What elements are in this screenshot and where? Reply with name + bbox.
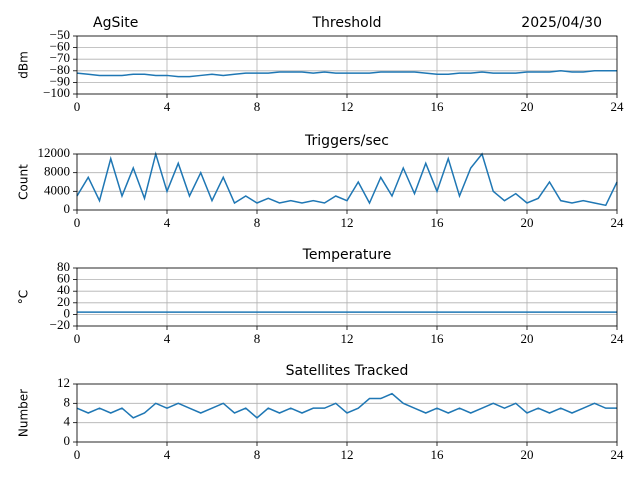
y-tick-label: 0 xyxy=(64,201,71,216)
y-tick-label: 8000 xyxy=(44,164,70,179)
y-tick-label: 0 xyxy=(64,433,71,448)
x-tick-label: 8 xyxy=(254,215,261,230)
y-axis-label: Number xyxy=(17,389,31,437)
y-tick-label: 12000 xyxy=(38,145,71,160)
x-tick-label: 20 xyxy=(521,447,534,462)
chart-title: Triggers/sec xyxy=(304,133,389,149)
y-tick-label: −20 xyxy=(50,317,70,332)
axes-frame xyxy=(76,267,618,327)
y-tick-label: 8 xyxy=(64,394,71,409)
y-tick-label: 40 xyxy=(57,282,70,297)
x-tick-label: 8 xyxy=(254,447,261,462)
y-tick-label: −50 xyxy=(50,27,70,42)
x-tick-label: 20 xyxy=(521,99,534,114)
x-tick-label: 16 xyxy=(431,215,445,230)
axes-frame xyxy=(76,35,618,95)
x-tick-label: 24 xyxy=(611,99,625,114)
data-line xyxy=(76,392,617,419)
y-tick-label: 0 xyxy=(64,305,71,320)
y-tick-label: −80 xyxy=(50,62,70,77)
y-tick-label: −70 xyxy=(50,50,70,65)
data-line xyxy=(76,70,617,78)
x-tick-label: 24 xyxy=(611,447,625,462)
y-axis-label: Count xyxy=(17,164,31,200)
x-tick-label: 4 xyxy=(164,99,171,114)
x-tick-label: 4 xyxy=(164,215,171,230)
x-tick-label: 0 xyxy=(74,215,81,230)
y-tick-label: 60 xyxy=(57,271,70,286)
y-axis-label: dBm xyxy=(17,51,31,79)
chart-title: Threshold xyxy=(312,15,382,31)
x-tick-label: 16 xyxy=(431,447,445,462)
y-tick-label: −90 xyxy=(50,73,70,88)
site-label: AgSite xyxy=(93,15,138,31)
x-tick-label: 16 xyxy=(431,331,445,346)
x-tick-label: 4 xyxy=(164,447,171,462)
date-label: 2025/04/30 xyxy=(521,15,602,31)
chart-title: Temperature xyxy=(302,247,392,263)
y-tick-label: 4000 xyxy=(44,182,70,197)
x-tick-label: 12 xyxy=(341,215,354,230)
y-tick-label: −100 xyxy=(43,85,70,100)
x-tick-label: 24 xyxy=(611,331,625,346)
axes-frame xyxy=(76,383,618,443)
x-tick-label: 8 xyxy=(254,331,261,346)
y-tick-label: 4 xyxy=(64,414,71,429)
x-tick-label: 8 xyxy=(254,99,261,114)
x-tick-label: 0 xyxy=(74,447,81,462)
y-tick-label: 12 xyxy=(57,375,70,390)
y-tick-label: 80 xyxy=(57,259,70,274)
x-tick-label: 12 xyxy=(341,99,354,114)
axes-frame xyxy=(76,153,618,211)
x-tick-label: 16 xyxy=(431,99,445,114)
x-tick-label: 0 xyxy=(74,331,81,346)
x-tick-label: 12 xyxy=(341,331,354,346)
chart-title: Satellites Tracked xyxy=(286,363,409,379)
x-tick-label: 20 xyxy=(521,215,534,230)
x-tick-label: 0 xyxy=(74,99,81,114)
x-tick-label: 24 xyxy=(611,215,625,230)
x-tick-label: 20 xyxy=(521,331,534,346)
data-line xyxy=(76,151,618,207)
x-tick-label: 4 xyxy=(164,331,171,346)
y-tick-label: 20 xyxy=(57,294,70,309)
y-axis-label: °C xyxy=(17,290,31,304)
y-tick-label: −60 xyxy=(50,39,70,54)
x-tick-label: 12 xyxy=(341,447,354,462)
